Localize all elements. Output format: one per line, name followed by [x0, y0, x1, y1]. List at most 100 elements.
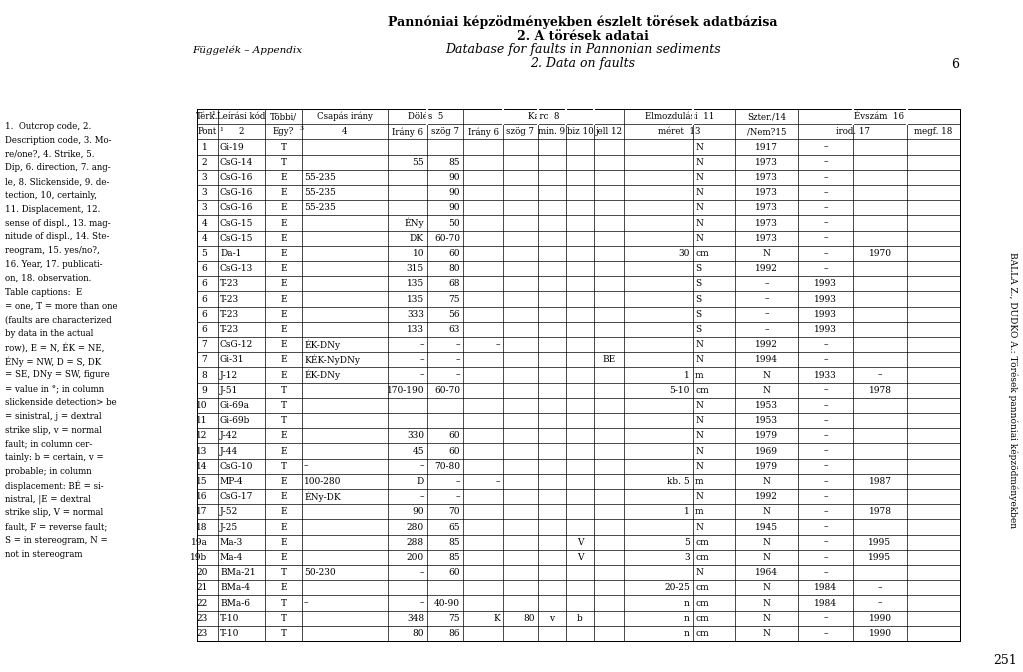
Text: 100-280: 100-280 [304, 477, 342, 486]
Text: –: – [824, 142, 828, 151]
Text: v: v [549, 614, 554, 623]
Text: 1973: 1973 [755, 204, 777, 212]
Text: Karc  8: Karc 8 [528, 112, 560, 121]
Text: 20: 20 [196, 568, 208, 577]
Text: 1993: 1993 [814, 280, 837, 288]
Text: 15: 15 [195, 477, 208, 486]
Text: 23: 23 [196, 629, 208, 638]
Text: (faults are characterized: (faults are characterized [5, 315, 112, 324]
Text: 9: 9 [202, 386, 208, 394]
Text: E: E [280, 204, 286, 212]
Text: BMa-21: BMa-21 [220, 568, 256, 577]
Text: V: V [577, 538, 583, 547]
Text: 1953: 1953 [755, 416, 779, 425]
Text: –: – [455, 492, 460, 501]
Text: 2. A törések adatai: 2. A törések adatai [517, 30, 649, 42]
Text: –: – [878, 599, 882, 607]
Text: 21: 21 [196, 583, 208, 592]
Text: E: E [280, 583, 286, 592]
Text: 1992: 1992 [755, 492, 777, 501]
Text: 5-10: 5-10 [670, 386, 690, 394]
Text: CsG-13: CsG-13 [220, 264, 254, 273]
Text: 6: 6 [202, 325, 208, 334]
Text: re/one?, 4. Strike, 5.: re/one?, 4. Strike, 5. [5, 150, 94, 159]
Text: 65: 65 [448, 523, 460, 532]
Text: V: V [577, 553, 583, 562]
Text: 1987: 1987 [869, 477, 891, 486]
Text: cm: cm [695, 553, 709, 562]
Text: 1990: 1990 [869, 629, 891, 638]
Text: Database for faults in Pannonian sediments: Database for faults in Pannonian sedimen… [445, 44, 721, 56]
Text: –: – [419, 462, 424, 470]
Text: kb. 5: kb. 5 [667, 477, 690, 486]
Text: Pannóniai képzödményekben észlelt törések adatbázisa: Pannóniai képzödményekben észlelt törése… [389, 15, 777, 29]
Text: –: – [824, 204, 828, 212]
Text: –: – [878, 370, 882, 380]
Text: S: S [695, 294, 701, 304]
Text: –: – [419, 568, 424, 577]
Text: 85: 85 [448, 553, 460, 562]
Text: N: N [695, 173, 703, 182]
Text: 70: 70 [448, 507, 460, 516]
Text: megf. 18: megf. 18 [915, 127, 952, 136]
Text: –: – [878, 583, 882, 592]
Text: E: E [280, 370, 286, 380]
Text: 348: 348 [407, 614, 424, 623]
Text: –: – [495, 340, 500, 349]
Text: E: E [280, 294, 286, 304]
Text: –: – [824, 264, 828, 273]
Text: 1992: 1992 [755, 340, 777, 349]
Text: N: N [695, 568, 703, 577]
Text: 60-70: 60-70 [434, 386, 460, 394]
Text: BALLA Z., DUDKO A.: Törések pannóniai képzödményekben: BALLA Z., DUDKO A.: Törések pannóniai ké… [1009, 252, 1018, 528]
Text: –: – [304, 599, 309, 607]
Text: 1973: 1973 [755, 158, 777, 167]
Text: ÉNy: ÉNy [404, 218, 424, 228]
Text: E: E [280, 340, 286, 349]
Text: 315: 315 [407, 264, 424, 273]
Text: 135: 135 [407, 294, 424, 304]
Text: = value in °; in column: = value in °; in column [5, 384, 104, 393]
Text: 12: 12 [196, 431, 208, 440]
Text: 1993: 1993 [814, 294, 837, 304]
Text: T-23: T-23 [220, 310, 239, 319]
Text: Irány 6: Irány 6 [468, 127, 498, 136]
Text: 85: 85 [448, 158, 460, 167]
Text: 135: 135 [407, 280, 424, 288]
Text: 5: 5 [684, 538, 690, 547]
Text: CsG-14: CsG-14 [220, 158, 254, 167]
Text: 1: 1 [684, 507, 690, 516]
Text: 1: 1 [684, 370, 690, 380]
Text: 6: 6 [202, 280, 208, 288]
Text: –: – [824, 492, 828, 501]
Text: 22: 22 [196, 599, 208, 607]
Text: –: – [455, 355, 460, 364]
Text: N: N [695, 218, 703, 228]
Text: –: – [419, 492, 424, 501]
Text: szög 7: szög 7 [431, 127, 459, 136]
Text: CsG-12: CsG-12 [220, 340, 254, 349]
Text: 55-235: 55-235 [304, 188, 336, 197]
Text: fault, F = reverse fault;: fault, F = reverse fault; [5, 522, 107, 531]
Text: n: n [684, 629, 690, 638]
Text: 50: 50 [448, 218, 460, 228]
Text: Ma-4: Ma-4 [220, 553, 243, 562]
Text: –: – [824, 431, 828, 440]
Text: 4: 4 [343, 127, 348, 136]
Text: E: E [280, 325, 286, 334]
Text: S: S [695, 280, 701, 288]
Text: –: – [824, 446, 828, 456]
Text: N: N [695, 462, 703, 470]
Text: N: N [762, 477, 770, 486]
Text: N: N [695, 142, 703, 151]
Text: 2. Data on faults: 2. Data on faults [531, 58, 635, 71]
Text: 75: 75 [448, 294, 460, 304]
Text: 80: 80 [448, 264, 460, 273]
Text: CsG-15: CsG-15 [220, 234, 254, 243]
Text: N: N [762, 538, 770, 547]
Text: E: E [280, 507, 286, 516]
Text: –: – [495, 477, 500, 486]
Text: 6: 6 [202, 310, 208, 319]
Text: 1: 1 [202, 142, 208, 151]
Text: J-42: J-42 [220, 431, 238, 440]
